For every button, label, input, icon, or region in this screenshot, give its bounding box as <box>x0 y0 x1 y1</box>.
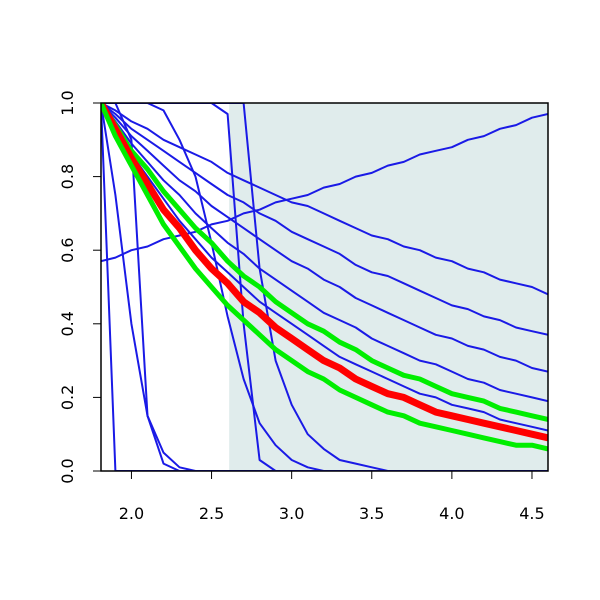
x-tick-label: 3.0 <box>279 504 304 523</box>
y-tick-label: 0.6 <box>58 237 77 262</box>
plot-frame <box>100 102 549 472</box>
series-line <box>101 103 548 296</box>
x-tick-label: 3.5 <box>359 504 384 523</box>
x-tick-label: 4.0 <box>439 504 464 523</box>
series-line <box>101 103 548 471</box>
series-line <box>101 103 548 336</box>
lines <box>101 103 548 471</box>
series-line <box>101 103 548 432</box>
series-line <box>101 103 548 403</box>
series-line <box>101 103 548 471</box>
x-tick-label: 4.5 <box>519 504 544 523</box>
shaded-region <box>229 103 548 471</box>
series-line <box>101 103 548 422</box>
series-line <box>101 103 548 373</box>
y-tick-label: 0.8 <box>58 164 77 189</box>
y-tick-label: 0.0 <box>58 458 77 483</box>
x-tick-label: 2.0 <box>119 504 144 523</box>
y-tick-label: 0.2 <box>58 385 77 410</box>
series-line <box>101 103 548 471</box>
series-line <box>101 103 548 452</box>
y-tick-label: 0.4 <box>58 311 77 336</box>
x-tick-label: 2.5 <box>199 504 224 523</box>
series-line <box>101 103 548 442</box>
y-tick-label: 1.0 <box>58 90 77 115</box>
series-line <box>101 103 548 471</box>
